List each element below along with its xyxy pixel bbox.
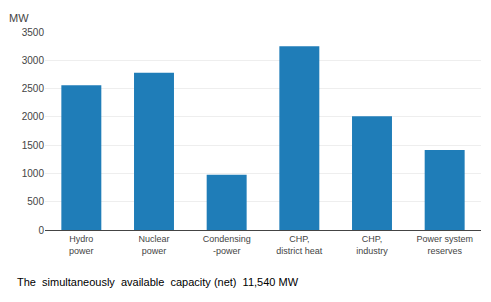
svg-text:CHP,industry: CHP,industry bbox=[356, 234, 388, 256]
svg-text:3500: 3500 bbox=[22, 27, 45, 38]
svg-text:0: 0 bbox=[38, 225, 44, 236]
svg-text:MW: MW bbox=[9, 12, 29, 24]
svg-text:Condensing-power: Condensing-power bbox=[203, 234, 251, 256]
svg-text:The simultaneously available: The simultaneously available capacity (n… bbox=[17, 276, 299, 288]
svg-text:1500: 1500 bbox=[22, 140, 45, 151]
svg-text:CHP,district heat: CHP,district heat bbox=[276, 234, 323, 256]
svg-text:2500: 2500 bbox=[22, 83, 45, 94]
svg-text:Power systemreserves: Power systemreserves bbox=[416, 234, 473, 256]
svg-text:Hydropower: Hydropower bbox=[69, 234, 94, 256]
svg-text:Nuclearpower: Nuclearpower bbox=[138, 234, 169, 256]
svg-text:500: 500 bbox=[27, 196, 44, 207]
svg-text:3000: 3000 bbox=[22, 55, 45, 66]
svg-text:1000: 1000 bbox=[22, 168, 45, 179]
svg-text:2000: 2000 bbox=[22, 111, 45, 122]
